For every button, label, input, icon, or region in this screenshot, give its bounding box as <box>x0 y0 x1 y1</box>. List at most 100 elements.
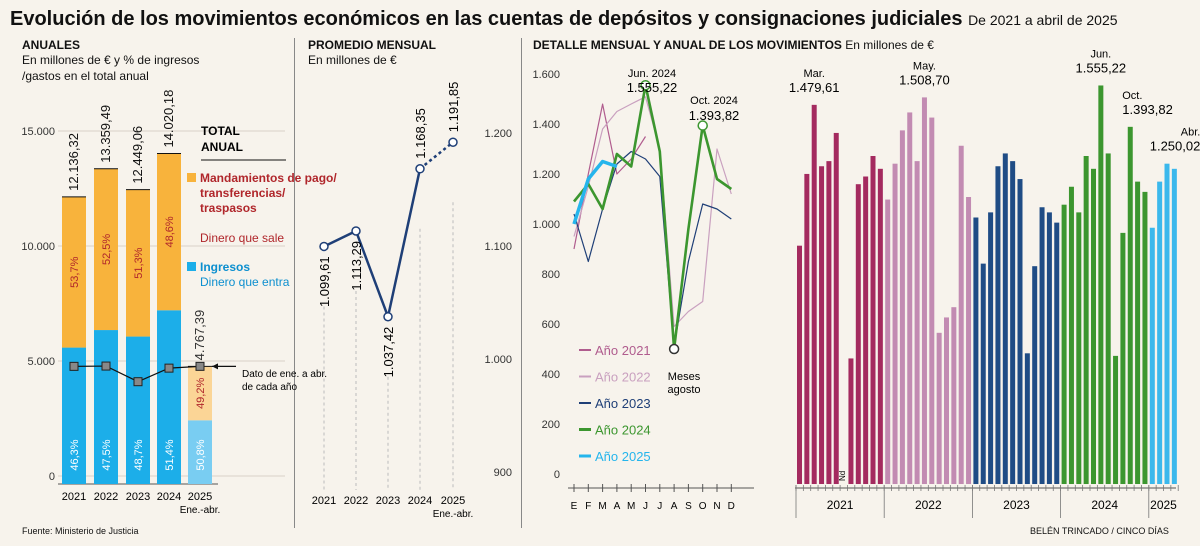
y-tick-label: 400 <box>542 369 560 381</box>
x-tick-label: N <box>713 501 720 512</box>
total-label: 14.020,18 <box>161 90 176 148</box>
total-label: 12.449,06 <box>130 126 145 184</box>
avg-line-projected <box>419 141 454 170</box>
annotation-value: 1.555,22 <box>1076 60 1127 75</box>
monthly-bar <box>921 97 927 484</box>
monthly-bar <box>863 176 869 484</box>
y-tick-label: 0 <box>554 469 560 481</box>
legend-label: Año 2025 <box>595 449 651 464</box>
year-label: 2024 <box>1091 498 1118 512</box>
y-tick-label: 1.200 <box>532 169 560 181</box>
legend-swatch-gastos <box>187 173 196 182</box>
series-line <box>572 159 618 225</box>
pct-ingresos-label: 48,7% <box>133 439 145 470</box>
ene-abr-marker <box>164 363 174 373</box>
annotation-text: de cada año <box>242 382 297 393</box>
monthly-bar <box>848 358 854 484</box>
pct-gastos-label: 52,5% <box>101 234 113 265</box>
avg-value-label: 1.191,85 <box>446 82 461 133</box>
credit-note: BELÉN TRINCADO / CINCO DÍAS <box>1030 526 1169 536</box>
avg-point <box>319 241 329 252</box>
avg-value-label: 1.168,35 <box>413 108 428 159</box>
monthly-bar <box>907 112 913 484</box>
peak-marker <box>640 79 651 91</box>
source-note: Fuente: Ministerio de Justicia <box>22 526 139 536</box>
monthly-bar <box>980 263 986 484</box>
x-tick-label: O <box>699 501 707 512</box>
x-tick-label: A <box>671 501 678 512</box>
chart-subtitle: De 2021 a abril de 2025 <box>968 12 1118 28</box>
ene-abr-marker <box>69 361 79 371</box>
monthly-bar <box>899 130 905 484</box>
annotation-arrowhead <box>212 363 218 370</box>
monthly-bar <box>1046 212 1052 484</box>
annotation-value: 1.508,70 <box>899 72 950 87</box>
monthly-bar <box>1142 191 1148 484</box>
monthly-bar <box>973 217 979 484</box>
avg-point <box>351 226 361 236</box>
y-tick-label: 10.000 <box>21 241 55 253</box>
y-tick-label: 200 <box>542 419 560 431</box>
x-tick-label: M <box>598 501 606 512</box>
bar-gastos <box>62 196 86 348</box>
monthly-bar <box>855 184 861 484</box>
monthly-bar <box>811 104 817 484</box>
divider <box>521 38 522 528</box>
monthly-bar <box>1105 153 1111 484</box>
annotation-label: Abr. <box>1181 127 1200 139</box>
pct-gastos-label: 48,6% <box>164 216 176 247</box>
monthly-bar <box>1083 156 1089 484</box>
monthly-bar <box>988 212 994 484</box>
x-tick-label: 2023 <box>376 495 400 507</box>
annotation-value: 1.393,82 <box>1122 102 1173 117</box>
x-tick-label: 2024 <box>157 491 181 503</box>
year-label: 2021 <box>827 498 854 512</box>
bar-ingresos <box>188 420 212 484</box>
monthly-bar <box>936 332 942 484</box>
y-tick-label: 1.400 <box>532 119 560 131</box>
x-tick-label: E <box>571 501 578 512</box>
monthly-bar <box>1127 126 1133 485</box>
series-line <box>573 150 732 348</box>
legend-ingresos-label: Ingresos <box>200 260 250 274</box>
legend-gastos-label: Mandamientos de pago/ <box>200 171 337 185</box>
series-line <box>572 83 733 351</box>
avg-line <box>323 168 422 322</box>
total-label: 13.359,49 <box>98 105 113 163</box>
bar-ingresos <box>94 330 118 484</box>
x-tick-label: S <box>685 501 692 512</box>
x-tick-label: 2024 <box>408 495 432 507</box>
pct-ingresos-label: 47,5% <box>101 439 113 470</box>
monthly-bar <box>951 307 957 484</box>
annotation-value: 1.393,82 <box>689 108 740 123</box>
monthly-bar <box>804 173 810 484</box>
monthly-bar <box>1010 161 1016 484</box>
x-tick-label: J <box>657 501 662 512</box>
monthly-bar <box>1113 355 1119 484</box>
annotation-text: Dato de ene. a abr. <box>242 369 327 380</box>
avg-value-label: 1.099,61 <box>317 256 332 307</box>
annotation-label: Oct. <box>1122 90 1142 102</box>
monthly-bar <box>1002 153 1008 484</box>
y-tick-label: 1.100 <box>484 241 512 253</box>
x-tick-sublabel: Ene.-abr. <box>180 505 221 516</box>
total-label: 12.136,32 <box>66 133 81 191</box>
annotation-value: 1.479,61 <box>789 80 840 95</box>
legend-total-label: ANUAL <box>201 140 243 154</box>
ene-abr-marker <box>133 377 143 387</box>
annual-subtitle-1: En millones de € y % de ingresos <box>22 53 200 67</box>
x-tick-label: 2023 <box>126 491 150 503</box>
monthly-bar <box>1098 85 1104 484</box>
monthly-bar <box>914 161 920 484</box>
y-tick-label: 5.000 <box>27 356 55 368</box>
bar-ingresos <box>157 310 181 484</box>
year-label: 2023 <box>1003 498 1030 512</box>
monthly-bar <box>1120 232 1126 484</box>
x-tick-label: 2021 <box>312 495 336 507</box>
monthly-bar <box>819 166 825 484</box>
avg-point <box>415 164 425 174</box>
pct-ingresos-label: 51,4% <box>164 439 176 470</box>
y-tick-label: 800 <box>542 269 560 281</box>
x-tick-label: 2025 <box>188 491 212 503</box>
annotation-label: Mar. <box>803 68 824 80</box>
